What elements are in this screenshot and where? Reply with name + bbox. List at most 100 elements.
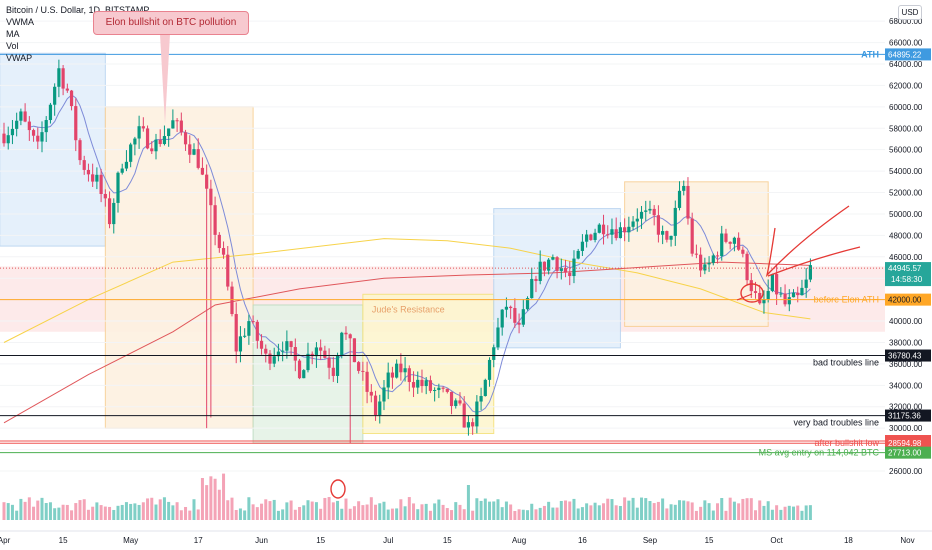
- volume-bar: [661, 498, 665, 520]
- level-price-tag: [885, 409, 931, 422]
- chart-legend: Bitcoin / U.S. Dollar, 1D, BITSTAMP VWMA…: [6, 4, 149, 64]
- candle-body: [416, 379, 420, 388]
- volume-bar: [509, 504, 513, 520]
- level-annotation: bad troubles line: [813, 358, 879, 368]
- candle-body: [15, 120, 19, 129]
- volume-bar: [340, 508, 344, 520]
- volume-bar: [369, 497, 373, 520]
- volume-bar: [281, 509, 285, 520]
- volume-bar: [158, 499, 162, 520]
- candle-body: [306, 353, 310, 371]
- candle-body: [437, 387, 441, 391]
- price-tick-label: 40000.00: [889, 317, 923, 326]
- price-axis: 26000.0028000.0030000.0032000.0034000.00…: [885, 0, 932, 550]
- volume-bar: [40, 497, 44, 520]
- symbol-title[interactable]: Bitcoin / U.S. Dollar, 1D, BITSTAMP: [6, 5, 150, 15]
- level-price-tag: [885, 446, 931, 459]
- candle-body: [711, 255, 715, 263]
- candle-body: [162, 136, 167, 145]
- volume-bar: [116, 505, 120, 520]
- candle-body: [585, 234, 589, 242]
- candle-body: [715, 255, 720, 257]
- volume-bar: [95, 502, 99, 520]
- volume-bar: [310, 501, 314, 520]
- candle-body: [808, 265, 813, 280]
- price-tick-label: 48000.00: [889, 231, 923, 240]
- volume-bar: [86, 509, 90, 520]
- candle-body: [276, 351, 281, 357]
- time-tick-label: 15: [316, 536, 325, 545]
- time-tick-label: Oct: [770, 536, 783, 545]
- candle-body: [200, 167, 205, 175]
- candle-body: [281, 350, 285, 352]
- volume-bar: [627, 500, 631, 520]
- candle-body: [572, 258, 576, 277]
- volume-bar: [703, 500, 707, 520]
- candle-body: [547, 259, 551, 271]
- volume-bar: [433, 503, 437, 520]
- vwma-line: [29, 94, 811, 414]
- volume-bar: [91, 506, 95, 520]
- candle-body: [259, 340, 264, 349]
- volume-bar: [792, 506, 796, 520]
- candle-body: [205, 174, 209, 189]
- candle-body: [614, 229, 618, 239]
- candle-body: [673, 207, 677, 236]
- volume-bar: [382, 501, 386, 520]
- legend-ma[interactable]: MA: [6, 29, 20, 39]
- level-annotation: MS avg entry on 114,042 BTC: [759, 448, 880, 458]
- volume-bar: [230, 497, 234, 520]
- volume-bar: [2, 502, 6, 520]
- time-tick-label: Sep: [643, 536, 658, 545]
- legend-vwap[interactable]: VWAP: [6, 53, 33, 63]
- candle-body: [116, 172, 120, 203]
- volume-bar: [728, 497, 732, 520]
- volume-bar: [10, 504, 14, 520]
- volume-bar: [737, 503, 741, 520]
- candle-body: [285, 341, 289, 351]
- candle-body: [145, 128, 150, 149]
- candle-body: [378, 401, 382, 416]
- current-price-circle: [740, 283, 764, 303]
- candle-body: [243, 335, 247, 337]
- callout-note[interactable]: Elon bullshit on BTC pollution: [93, 11, 249, 35]
- volume-bar: [454, 502, 458, 520]
- candle-body: [57, 68, 61, 87]
- volume-bar: [133, 503, 137, 520]
- candle-body: [648, 208, 652, 211]
- candle-body: [745, 253, 749, 281]
- volume-bar: [124, 502, 128, 520]
- currency-button[interactable]: USD: [898, 5, 922, 20]
- price-tick-label: 58000.00: [889, 124, 923, 133]
- candle-body: [53, 86, 57, 105]
- candle-body: [601, 224, 606, 235]
- volume-bar: [471, 510, 475, 520]
- candle-body: [44, 120, 48, 133]
- volume-bar: [167, 501, 171, 520]
- candle-body: [758, 292, 762, 304]
- price-pointer: [736, 293, 753, 301]
- candle-body: [95, 174, 99, 182]
- legend-vol[interactable]: Vol: [6, 41, 19, 51]
- volume-bar: [783, 506, 787, 520]
- volume-bar: [458, 504, 462, 520]
- candle-body: [264, 348, 268, 354]
- price-tick-label: 64000.00: [889, 60, 923, 69]
- price-tick-label: 62000.00: [889, 81, 923, 90]
- volume-bar: [732, 501, 736, 520]
- volume-bar: [357, 501, 361, 520]
- volume-bar: [238, 508, 242, 520]
- candle-body: [221, 248, 226, 255]
- candle-body: [40, 132, 44, 142]
- time-tick-label: Apr: [0, 536, 11, 545]
- volume-bar: [656, 501, 660, 520]
- legend-vwma[interactable]: VWMA: [6, 17, 34, 27]
- candle-body: [770, 274, 775, 291]
- volume-bar: [209, 476, 213, 520]
- candle-body: [268, 353, 272, 364]
- candle-body: [753, 291, 758, 293]
- volume-bar: [766, 501, 770, 520]
- candle-body: [65, 88, 69, 91]
- candle-body: [791, 292, 796, 298]
